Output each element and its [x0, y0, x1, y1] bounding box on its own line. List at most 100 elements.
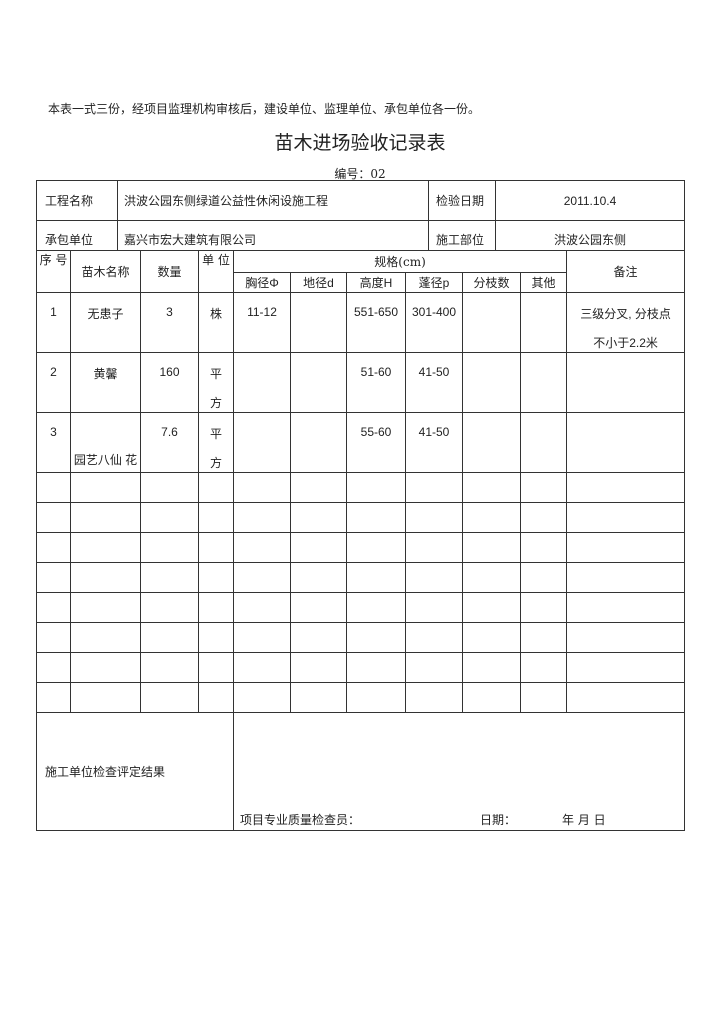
contractor-value: 嘉兴市宏大建筑有限公司 — [117, 220, 429, 251]
cell-other — [519, 532, 568, 563]
cell-dbh — [233, 562, 291, 593]
cell-name — [70, 562, 141, 593]
table-row — [36, 502, 686, 533]
cell-name: 黄馨 — [70, 352, 141, 413]
header-sub: 其他 — [519, 272, 568, 293]
cell-dbh — [233, 412, 291, 473]
result-area: 项目专业质量检查员： 日期： 年 月 日 — [233, 712, 685, 831]
header-unit: 单 位 — [198, 250, 234, 293]
date-label: 日期： — [480, 813, 517, 827]
cell-other — [519, 472, 568, 503]
cell-h — [346, 502, 406, 533]
cell-d — [290, 292, 347, 353]
cell-unit — [198, 592, 234, 623]
table-row — [36, 652, 686, 683]
cell-dbh — [233, 502, 291, 533]
cell-h — [346, 622, 406, 653]
cell-name: 无患子 — [70, 292, 141, 353]
cell-qty — [140, 562, 199, 593]
cell-name — [70, 682, 141, 713]
cell-seq: 2 — [36, 352, 71, 413]
cell-qty — [140, 682, 199, 713]
cell-name: 园艺八仙 花 — [70, 412, 141, 473]
cell-p — [405, 682, 463, 713]
table-row — [36, 562, 686, 593]
cell-d — [290, 622, 347, 653]
cell-remark — [566, 682, 686, 713]
cell-unit — [198, 622, 234, 653]
table-row: 1 无患子 3 株 11-12 551-650 301-400 三级分叉, 分枝点 不小于2.2… — [36, 292, 686, 353]
cell-other — [519, 292, 568, 353]
cell-other — [519, 652, 568, 683]
cell-dbh — [233, 592, 291, 623]
cell-branch — [462, 652, 521, 683]
cell-p — [405, 562, 463, 593]
cell-h — [346, 652, 406, 683]
cell-branch — [462, 292, 521, 353]
cell-other — [519, 562, 568, 593]
cell-qty: 7.6 — [140, 412, 199, 473]
inspector-label: 项目专业质量检查员： — [240, 813, 361, 827]
unit-line: 平 — [209, 367, 222, 381]
cell-dbh — [233, 652, 291, 683]
cell-p — [405, 532, 463, 563]
date-value: 2011.10.4 — [495, 180, 685, 221]
cell-seq — [36, 652, 71, 683]
date-format: 年 月 日 — [562, 813, 606, 827]
cell-p — [405, 502, 463, 533]
cell-h: 551-650 — [346, 292, 406, 353]
site-value: 洪波公园东侧 — [495, 220, 685, 251]
unit-line: 方 — [209, 456, 222, 470]
cell-d — [290, 592, 347, 623]
cell-p — [405, 652, 463, 683]
info-table: 工程名称 洪波公园东侧绿道公益性休闲设施工程 检验日期 2011.10.4 承包… — [36, 180, 685, 251]
table-row — [36, 532, 686, 563]
cell-other — [519, 592, 568, 623]
cell-d — [290, 562, 347, 593]
cell-h — [346, 472, 406, 503]
cell-branch — [462, 532, 521, 563]
note: 本表一式三份，经项目监理机构审核后，建设单位、监理单位、承包单位各一份。 — [48, 102, 481, 116]
cell-unit — [198, 682, 234, 713]
cell-remark — [566, 652, 686, 683]
table-row — [36, 622, 686, 653]
header-seq: 序 号 — [36, 250, 71, 293]
header-sub: 蓬径p — [405, 272, 463, 293]
cell-p — [405, 472, 463, 503]
date-label: 检验日期 — [428, 180, 496, 221]
cell-remark — [566, 532, 686, 563]
cell-seq — [36, 622, 71, 653]
cell-seq — [36, 682, 71, 713]
cell-unit: 株 — [198, 292, 234, 353]
cell-branch — [462, 472, 521, 503]
cell-h: 51-60 — [346, 352, 406, 413]
cell-remark — [566, 592, 686, 623]
cell-remark — [566, 502, 686, 533]
cell-h: 55-60 — [346, 412, 406, 473]
header-qty: 数量 — [140, 250, 199, 293]
header-sub: 胸径Φ — [233, 272, 291, 293]
cell-p — [405, 622, 463, 653]
cell-unit — [198, 652, 234, 683]
unit-line: 平 — [209, 427, 222, 441]
plant-table: 序 号 苗木名称 数量 单 位 规格(cm) 备注 胸径Φ 地径d 高度H 蓬径p 分枝… — [36, 250, 686, 713]
cell-h — [346, 562, 406, 593]
cell-remark — [566, 562, 686, 593]
cell-h — [346, 532, 406, 563]
contractor-label: 承包单位 — [36, 220, 118, 251]
cell-qty — [140, 652, 199, 683]
project-label: 工程名称 — [36, 180, 118, 221]
cell-d — [290, 502, 347, 533]
header-sub: 分枝数 — [462, 272, 521, 293]
cell-other — [519, 352, 568, 413]
cell-d — [290, 652, 347, 683]
header-spec: 规格(cm) — [232, 250, 568, 273]
unit-line: 方 — [209, 396, 222, 410]
cell-unit — [198, 472, 234, 503]
cell-p — [405, 592, 463, 623]
cell-dbh: 11-12 — [233, 292, 291, 353]
cell-seq — [36, 592, 71, 623]
cell-name — [70, 502, 141, 533]
cell-dbh — [233, 352, 291, 413]
cell-dbh — [233, 472, 291, 503]
